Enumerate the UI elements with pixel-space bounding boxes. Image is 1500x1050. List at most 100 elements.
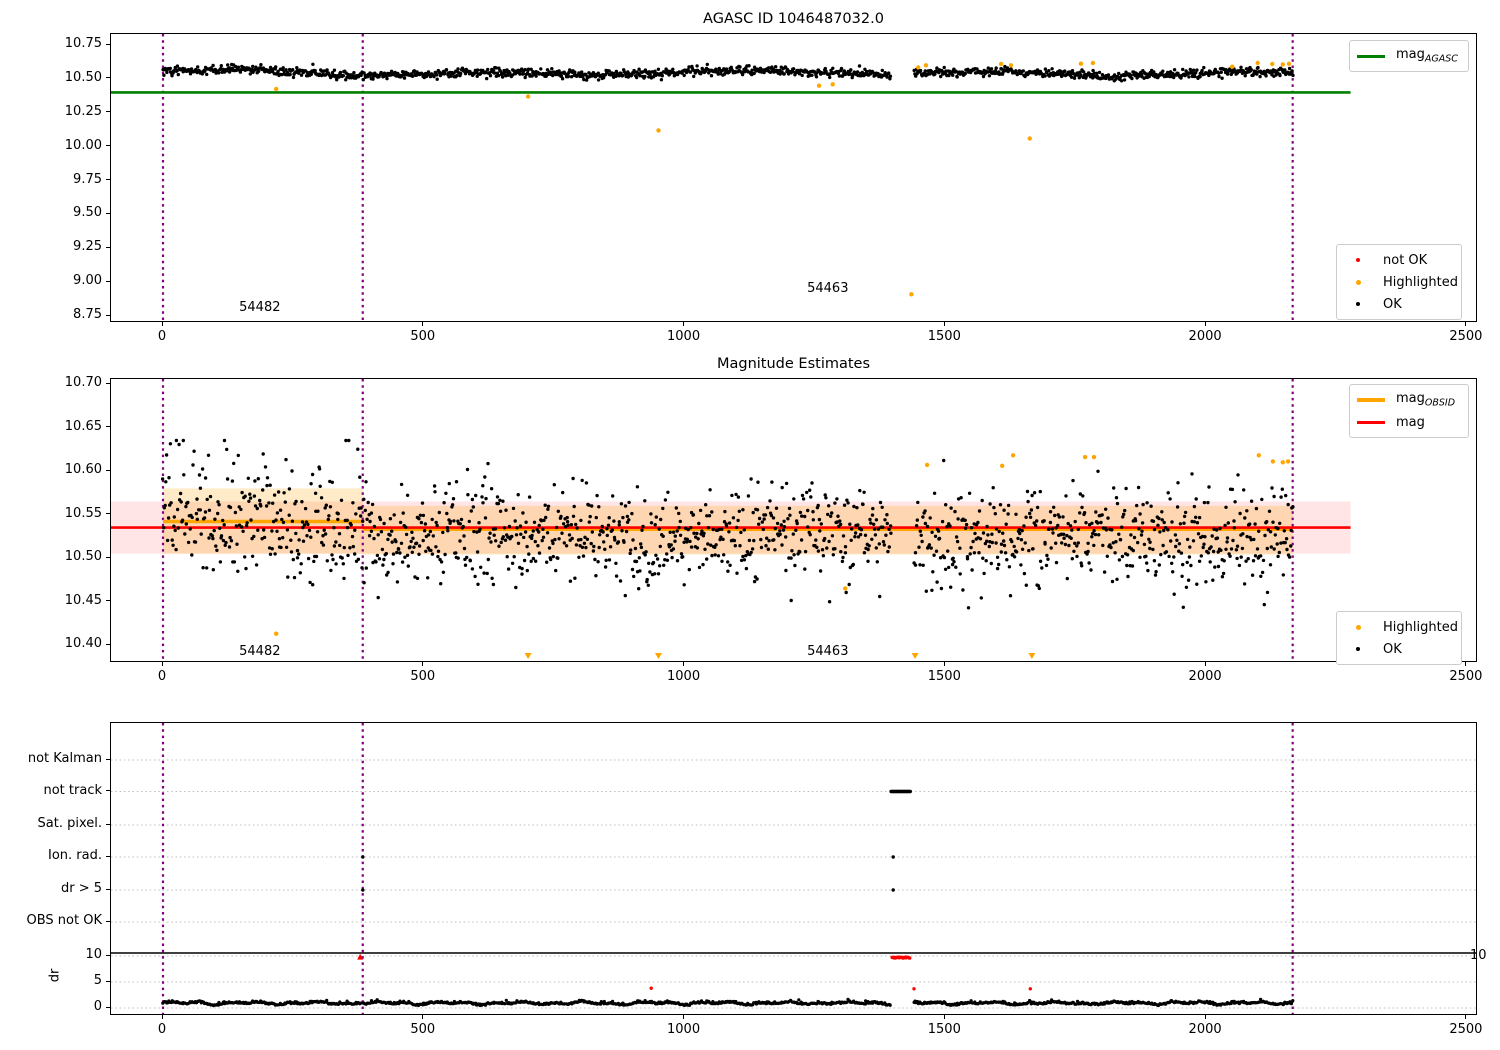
dr-tick-mark — [106, 980, 110, 982]
x-tick-mark — [943, 662, 945, 666]
x-tick-mark — [161, 662, 163, 666]
y-tick-mark — [106, 77, 110, 79]
y-tick-label: 10.00 — [64, 137, 102, 153]
dr-tick-label: 5 — [93, 973, 102, 988]
x-tick-label: 500 — [410, 329, 436, 344]
x-tick-mark — [422, 662, 424, 666]
x-tick-label: 2500 — [1449, 1022, 1483, 1037]
obsid-label-54463: 54463 — [807, 280, 849, 296]
obsid-label-54482: 54482 — [239, 643, 281, 659]
plot-area-agasc-mag: 54482 54463 — [110, 33, 1477, 322]
x-tick-label: 1500 — [927, 1022, 961, 1037]
dr-right-tick-label: 10 — [1470, 948, 1487, 963]
highlighted-points — [274, 453, 1291, 659]
x-tick-mark — [683, 1015, 685, 1019]
y-tick-label: 10.60 — [64, 462, 102, 477]
y-tick-label: 10.50 — [64, 69, 102, 85]
y-tick-label: 9.25 — [73, 239, 102, 255]
y-tick-mark — [106, 43, 110, 45]
y-tick-mark — [106, 382, 110, 384]
x-tick-mark — [422, 1015, 424, 1019]
legend-row-highlighted2: Highlighted — [1343, 616, 1458, 638]
x-tick-mark — [683, 322, 685, 326]
y-tick-label: 9.50 — [73, 205, 102, 221]
y-tick-mark — [106, 469, 110, 471]
x-tick-label: 0 — [157, 1022, 167, 1037]
y-tick-mark — [106, 426, 110, 427]
x-tick-label: 2000 — [1188, 329, 1222, 344]
x-tick-label: 500 — [410, 669, 436, 684]
x-tick-label: 0 — [157, 669, 167, 684]
x-tick-label: 1500 — [927, 669, 961, 684]
green-line-icon — [1356, 54, 1386, 58]
y-tick-mark — [106, 179, 110, 180]
x-tick-mark — [1465, 322, 1467, 326]
legend-agasc-mag: magAGASC — [1349, 40, 1469, 72]
ok-points — [160, 438, 1295, 610]
black-dot-icon — [1343, 302, 1373, 306]
obsid-label-54482: 54482 — [239, 299, 281, 315]
y-tick-label: 10.45 — [64, 592, 102, 608]
flag-tick-mark — [106, 790, 110, 791]
obsid-boundary-lines — [161, 723, 1294, 1014]
legend-mag-lines: magOBSID mag — [1349, 384, 1469, 438]
y-tick-label: 10.50 — [64, 549, 102, 564]
y-tick-mark — [106, 246, 110, 248]
x-tick-label: 1000 — [667, 669, 701, 684]
y-tick-mark — [106, 280, 110, 282]
x-tick-label: 2500 — [1449, 669, 1483, 684]
x-tick-label: 1000 — [667, 1022, 701, 1037]
legend-label-ok2: OK — [1383, 641, 1402, 657]
red-line-icon — [1356, 420, 1386, 424]
y-tick-mark — [106, 643, 110, 645]
flag-category-label: not Kalman — [27, 751, 102, 766]
y-tick-label: 10.75 — [64, 36, 102, 51]
x-tick-mark — [1204, 322, 1206, 326]
obsid-boundary-lines — [161, 34, 1294, 321]
y-tick-mark — [106, 556, 110, 558]
dotted-gridlines — [111, 759, 1476, 1009]
x-tick-label: 1500 — [927, 329, 961, 344]
legend-plot2-markers: Highlighted OK — [1336, 611, 1462, 665]
y-tick-mark — [106, 111, 110, 113]
y-tick-label: 10.70 — [64, 375, 102, 390]
x-tick-mark — [1465, 1015, 1467, 1019]
legend-plot1-markers: not OK Highlighted OK — [1336, 244, 1462, 320]
legend-row-not-ok: not OK — [1343, 249, 1453, 271]
y-tick-label: 10.65 — [64, 418, 102, 434]
legend-row-highlighted: Highlighted — [1343, 271, 1458, 293]
orange-line-icon — [1356, 398, 1386, 402]
plot1-title: AGASC ID 1046487032.0 — [703, 11, 884, 27]
y-tick-mark — [106, 513, 110, 514]
flag-category-label: Ion. rad. — [48, 848, 102, 863]
dr-tick-label: 0 — [93, 999, 102, 1014]
legend-row-agasc-mag: magAGASC — [1356, 45, 1460, 67]
red-dot-icon — [1343, 258, 1373, 262]
ok-points — [161, 62, 1295, 83]
plot2-title: Magnitude Estimates — [716, 356, 871, 372]
y-tick-mark — [106, 212, 110, 214]
legend-label-agasc-mag: magAGASC — [1396, 47, 1458, 65]
x-tick-label: 0 — [157, 329, 167, 344]
x-tick-label: 500 — [410, 1022, 436, 1037]
x-tick-mark — [943, 322, 945, 326]
plot-area-flags-dr — [110, 722, 1477, 1015]
flag-tick-mark — [106, 758, 110, 760]
black-dot-icon — [1343, 647, 1373, 651]
legend-label-ok: OK — [1383, 296, 1402, 312]
magnitude-estimates-scatter-canvas — [111, 379, 1351, 661]
y-tick-mark — [106, 145, 110, 147]
x-tick-label: 2000 — [1188, 1022, 1222, 1037]
y-tick-label: 10.25 — [64, 103, 102, 119]
y-tick-mark — [106, 600, 110, 601]
x-tick-mark — [1204, 1015, 1206, 1019]
orange-dot-icon — [1343, 279, 1373, 285]
dr-ok-points — [161, 997, 1295, 1008]
legend-label-mag-obsid: magOBSID — [1396, 391, 1456, 409]
legend-row-ok2: OK — [1343, 638, 1453, 660]
obsid-label-54463: 54463 — [807, 643, 849, 659]
flag-category-label: OBS not OK — [26, 913, 103, 928]
legend-label-mag: mag — [1396, 414, 1425, 430]
highlighted-points — [274, 60, 1292, 297]
